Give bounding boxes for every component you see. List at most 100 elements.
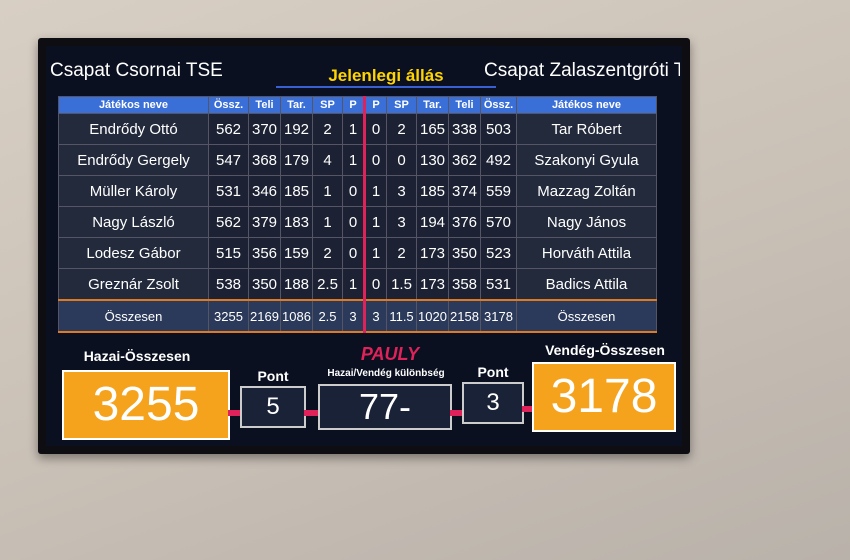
cell: 0 (386, 144, 417, 176)
difference: 77- (318, 384, 452, 430)
cell: 492 (480, 144, 517, 176)
connector (450, 410, 462, 416)
status: Jelenlegi állás (276, 66, 496, 88)
cell: 3 (342, 299, 365, 333)
cell: 523 (480, 237, 517, 269)
cell: 1 (363, 175, 387, 207)
brand: PAULY (360, 344, 420, 364)
connector (228, 410, 240, 416)
cell: Összesen (516, 299, 657, 333)
cell: 515 (208, 237, 249, 269)
cell: 562 (208, 113, 249, 145)
cell: 188 (280, 268, 313, 301)
cell: Teli (448, 96, 481, 114)
cell: 376 (448, 206, 481, 238)
cell: 159 (280, 237, 313, 269)
cell: 0 (342, 237, 365, 269)
cell: 3255 (208, 299, 249, 333)
cell: 350 (448, 237, 481, 269)
cell: 2 (386, 237, 417, 269)
score-table: Játékos neve Össz. Teli Tar. SP P P SP Tar. Teli Ö… (58, 96, 657, 333)
cell: Teli (248, 96, 281, 114)
total-row: Összesen 3255 2169 1086 2.5 3 3 11.5 1020 2158 317… (58, 299, 657, 333)
player-row: Lodesz Gábor 515 356 159 2 0 1 2 173 350 523 Horvát… (58, 237, 657, 269)
cell: 165 (416, 113, 449, 145)
cell: P (363, 96, 387, 114)
cell: 2169 (248, 299, 281, 333)
cell: P (342, 96, 365, 114)
cell: 562 (208, 206, 249, 238)
away-points: 3 (462, 382, 524, 424)
home-total: 3255 (62, 370, 230, 440)
away-total: 3178 (532, 362, 676, 432)
cell: 538 (208, 268, 249, 301)
cell: SP (312, 96, 343, 114)
cell: 362 (448, 144, 481, 176)
cell: 559 (480, 175, 517, 207)
away-points-label: Pont (477, 364, 509, 380)
cell: Nagy László (58, 206, 209, 238)
home-team: Csapat Csornai TSE (50, 60, 223, 81)
cell: 1.5 (386, 268, 417, 301)
cell: 0 (342, 206, 365, 238)
home-label: Hazai-Összesen (83, 348, 191, 364)
cell: 192 (280, 113, 313, 145)
diff-label: Hazai/Vendég különbség (327, 368, 445, 379)
cell: 2 (312, 237, 343, 269)
cell: 338 (448, 113, 481, 145)
cell: Játékos neve (58, 96, 209, 114)
cell: 1 (312, 206, 343, 238)
cell: 179 (280, 144, 313, 176)
cell: Játékos neve (516, 96, 657, 114)
cell: 0 (342, 175, 365, 207)
cell: 2 (312, 113, 343, 145)
cell: Szakonyi Gyula (516, 144, 657, 176)
home-points-label: Pont (257, 368, 289, 384)
player-row: Endrődy Ottó 562 370 192 2 1 0 2 165 338 503 Tar Ró… (58, 113, 657, 145)
cell: Nagy János (516, 206, 657, 238)
cell: Tar Róbert (516, 113, 657, 145)
cell: 358 (448, 268, 481, 301)
connector (522, 406, 532, 412)
cell: 547 (208, 144, 249, 176)
connector (304, 410, 318, 416)
cell: 3 (363, 299, 387, 333)
cell: Müller Károly (58, 175, 209, 207)
cell: 531 (480, 268, 517, 301)
cell: Összesen (58, 299, 209, 333)
cell: 0 (363, 144, 387, 176)
cell: 374 (448, 175, 481, 207)
cell: 183 (280, 206, 313, 238)
cell: 173 (416, 237, 449, 269)
cell: Mazzag Zoltán (516, 175, 657, 207)
cell: 1 (342, 268, 365, 301)
player-row: Endrődy Gergely 547 368 179 4 1 0 0 130 362 492 Sza… (58, 144, 657, 176)
cell: 185 (416, 175, 449, 207)
cell: 0 (363, 268, 387, 301)
cell: 356 (248, 237, 281, 269)
cell: 346 (248, 175, 281, 207)
cell: 0 (363, 113, 387, 145)
cell: Össz. (480, 96, 517, 114)
cell: 350 (248, 268, 281, 301)
cell: 194 (416, 206, 449, 238)
cell: Endrődy Ottó (58, 113, 209, 145)
scoreboard: Csapat Csornai TSE Jelenlegi állás Csapa… (46, 46, 682, 446)
cell: Greznár Zsolt (58, 268, 209, 301)
cell: 570 (480, 206, 517, 238)
home-points: 5 (240, 386, 306, 428)
away-label: Vendég-Összesen (545, 342, 665, 358)
cell: 1020 (416, 299, 449, 333)
cell: SP (386, 96, 417, 114)
cell: 368 (248, 144, 281, 176)
cell: 185 (280, 175, 313, 207)
cell: 379 (248, 206, 281, 238)
cell: Tar. (280, 96, 313, 114)
cell: 2.5 (312, 299, 343, 333)
cell: 173 (416, 268, 449, 301)
cell: 2158 (448, 299, 481, 333)
cell: 1 (363, 206, 387, 238)
cell: 3 (386, 175, 417, 207)
cell: 1086 (280, 299, 313, 333)
